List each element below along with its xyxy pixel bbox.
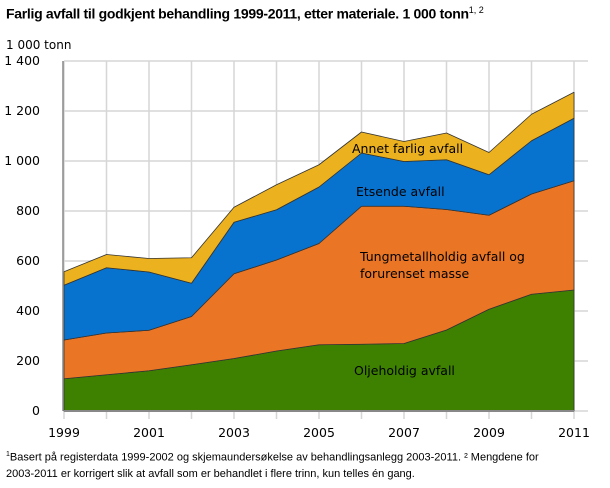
footnote-line-2: 2003-2011 er korrigert slik at avfall so… bbox=[6, 467, 415, 480]
y-tick-label: 1 000 bbox=[4, 153, 40, 168]
footnote-line-1: Basert på registerdata 1999-2002 og skje… bbox=[9, 451, 539, 464]
tick-labels: 0 200 400 600 800 1 000 1 200 1 400 1999 2001 2003… bbox=[4, 53, 590, 440]
footnote: 1Basert på registerdata 1999-2002 og skj… bbox=[6, 451, 539, 480]
label-tungmetall-2: forurenset masse bbox=[360, 266, 470, 281]
label-annet: Annet farlig avfall bbox=[352, 141, 463, 156]
x-tick-label: 2005 bbox=[303, 425, 335, 440]
x-tick-label: 2007 bbox=[388, 425, 420, 440]
label-etsende: Etsende avfall bbox=[356, 184, 445, 199]
axes bbox=[62, 61, 574, 412]
x-tick-label: 2003 bbox=[218, 425, 250, 440]
title-footnote-refs: 1, 2 bbox=[468, 5, 484, 15]
y-tick-label: 600 bbox=[16, 253, 40, 268]
y-tick-label: 1 400 bbox=[4, 53, 40, 68]
y-tick-label: 800 bbox=[16, 203, 40, 218]
series-labels: Annet farlig avfall Etsende avfall Tungm… bbox=[352, 141, 525, 378]
area-annet-farlig-avfall bbox=[63, 91, 575, 286]
y-tick-label: 200 bbox=[16, 353, 40, 368]
x-tick-label: 2009 bbox=[473, 425, 505, 440]
y-tick-label: 0 bbox=[32, 403, 40, 418]
label-tungmetall-1: Tungmetallholdig avfall og bbox=[359, 249, 525, 264]
x-tick-label: 2001 bbox=[133, 425, 165, 440]
x-tick-label: 2011 bbox=[558, 425, 590, 440]
y-axis-unit: 1 000 tonn bbox=[6, 38, 72, 52]
y-tick-label: 1 200 bbox=[4, 103, 40, 118]
y-tick-label: 400 bbox=[16, 303, 40, 318]
label-oljeholdig: Oljeholdig avfall bbox=[354, 363, 455, 378]
chart-title: Farlig avfall til godkjent behandling 19… bbox=[6, 5, 484, 22]
title-text: Farlig avfall til godkjent behandling 19… bbox=[6, 5, 469, 22]
x-tick-label: 1999 bbox=[48, 425, 80, 440]
